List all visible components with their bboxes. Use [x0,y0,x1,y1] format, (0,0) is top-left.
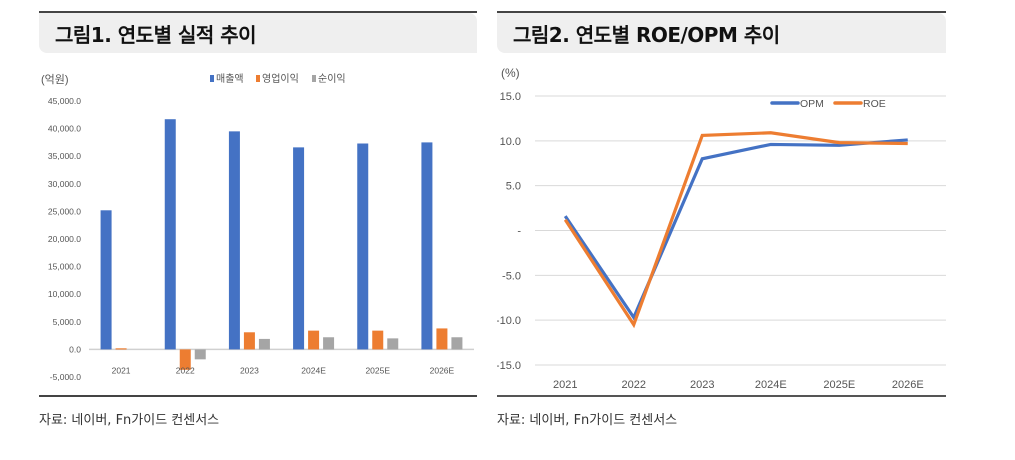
figure1-title: 그림1. 연도별 실적 추이 [55,22,257,47]
y-tick-label: 40,000.0 [48,124,81,134]
legend-label-ROE: ROE [863,98,886,110]
y-tick-label: -5,000.0 [50,372,81,382]
figure1-bar-chart: (억원) 매출액 영업이익 순이익 -5,000.0 0.0 5,000.0 10,000.0… [41,72,474,382]
line-ROE [563,131,908,329]
bar-매출액 [228,131,240,350]
figure1-unit-label: (억원) [41,73,69,86]
bar-group-2026E [421,142,463,350]
bar-순이익 [258,338,270,350]
y-tick-label: 20,000.0 [48,234,81,244]
bar-순이익 [451,337,463,350]
x-tick-label: 2024E [301,365,326,375]
figure2-panel: 그림2. 연도별 ROE/OPM 추이 [497,11,946,53]
y-tick-label: 5,000.0 [53,317,82,327]
y-tick-label: 15.0 [500,91,521,103]
x-tick-label: 2025E [823,379,855,391]
bar-매출액 [357,143,369,350]
figure1-bottom-rule [39,395,477,397]
bar-순이익 [194,349,206,360]
y-tick-label: - [517,226,521,238]
bar-group-2021 [100,210,127,350]
bar-영업이익 [115,348,127,350]
figure1-legend: 매출액 영업이익 순이익 [210,72,346,85]
bar-group-2022 [164,119,206,370]
bar-순이익 [387,338,399,350]
y-tick-label: 5.0 [506,181,521,193]
y-tick-label: 10.0 [500,136,521,148]
legend-swatch-0 [210,75,214,82]
x-tick-label: 2022 [622,379,646,391]
figure2-unit-label: (%) [501,66,520,80]
legend-swatch-2 [312,75,316,82]
x-tick-label: 2023 [690,379,714,391]
x-tick-label: 2022 [176,365,195,375]
bar-매출액 [293,147,305,350]
bar-영업이익 [243,332,255,350]
x-tick-label: 2026E [892,379,924,391]
y-tick-label: 10,000.0 [48,289,81,299]
figure2-legend: OPM ROE [770,98,886,110]
figure1-title-bar: 그림1. 연도별 실적 추이 [39,13,477,53]
bar-group-2024E [293,147,335,350]
figure1-source: 자료: 네이버, Fn가이드 컨센서스 [39,413,220,428]
y-tick-label: -10.0 [497,315,521,327]
bar-매출액 [164,119,176,350]
bar-매출액 [100,210,112,350]
legend-label-0: 매출액 [216,73,244,85]
figure1-top-rule [39,11,477,13]
x-tick-label: 2025E [365,365,390,375]
y-tick-label: 45,000.0 [48,96,81,106]
bar-매출액 [421,142,433,350]
bar-영업이익 [436,328,448,350]
figure1-panel: 그림1. 연도별 실적 추이 [39,11,477,53]
bar-영업이익 [308,330,320,350]
figure2-source: 자료: 네이버, Fn가이드 컨센서스 [497,413,678,428]
y-tick-label: 30,000.0 [48,179,81,189]
bar-group-2025E [357,143,399,350]
bar-영업이익 [372,330,384,350]
figure2-title-bar: 그림2. 연도별 ROE/OPM 추이 [497,13,946,53]
legend-label-1: 영업이익 [262,72,299,85]
x-tick-label: 2024E [755,379,787,391]
figure2-top-rule [497,11,946,13]
y-tick-label: -5.0 [502,270,521,282]
x-tick-label: 2026E [430,365,455,375]
line-OPM [563,138,908,321]
y-tick-label: -15.0 [497,360,521,372]
bar-순이익 [323,337,335,350]
legend-label-2: 순이익 [318,73,346,85]
legend-label-OPM: OPM [800,98,824,110]
y-tick-label: 15,000.0 [48,262,81,272]
legend-swatch-1 [256,75,260,82]
bar-group-2023 [228,131,270,350]
x-tick-label: 2021 [112,365,131,375]
x-tick-label: 2023 [240,365,259,375]
y-tick-label: 35,000.0 [48,151,81,161]
figure2-title: 그림2. 연도별 ROE/OPM 추이 [513,22,780,47]
y-tick-label: 25,000.0 [48,206,81,216]
y-tick-label: 0.0 [69,344,81,354]
x-tick-label: 2021 [553,379,577,391]
bar-영업이익 [179,349,191,370]
